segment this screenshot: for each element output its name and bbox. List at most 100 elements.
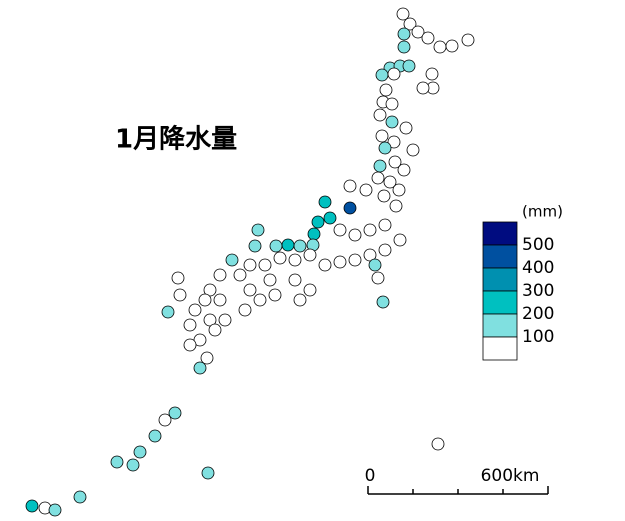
station xyxy=(359,183,373,197)
station xyxy=(378,218,392,232)
station xyxy=(208,323,222,337)
station xyxy=(333,223,347,237)
station xyxy=(318,195,332,209)
station xyxy=(397,163,411,177)
station xyxy=(348,228,362,242)
station xyxy=(373,159,387,173)
station xyxy=(368,258,382,272)
map-title: 1月降水量 xyxy=(115,125,237,155)
station xyxy=(411,25,425,39)
station xyxy=(397,27,411,41)
station xyxy=(377,189,391,203)
station xyxy=(376,295,390,309)
station xyxy=(73,490,87,504)
legend-label: 200 xyxy=(522,304,554,324)
station xyxy=(171,271,185,285)
station xyxy=(233,268,247,282)
station xyxy=(375,68,389,82)
station xyxy=(213,268,227,282)
station xyxy=(183,338,197,352)
legend-swatch xyxy=(482,244,518,269)
legend-swatch xyxy=(482,336,518,361)
station xyxy=(110,455,124,469)
station xyxy=(173,288,187,302)
station xyxy=(461,33,475,47)
station xyxy=(333,255,347,269)
station xyxy=(269,239,283,253)
station xyxy=(403,17,417,31)
station xyxy=(396,7,410,21)
legend-swatch xyxy=(482,221,518,246)
station xyxy=(416,81,430,95)
station xyxy=(158,413,172,427)
stations xyxy=(25,7,475,517)
legend-swatch xyxy=(482,267,518,292)
station xyxy=(343,179,357,193)
legend-unit: (mm) xyxy=(522,203,563,221)
station xyxy=(253,293,267,307)
station xyxy=(258,258,272,272)
scale-end: 600km xyxy=(481,466,540,486)
legend-label: 400 xyxy=(522,258,554,278)
station xyxy=(399,121,413,135)
station xyxy=(397,40,411,54)
station xyxy=(238,303,252,317)
legend-swatch xyxy=(482,290,518,315)
station xyxy=(392,183,406,197)
station xyxy=(293,239,307,253)
station xyxy=(433,40,447,54)
station xyxy=(161,305,175,319)
station xyxy=(198,293,212,307)
station xyxy=(218,313,232,327)
station xyxy=(385,97,399,111)
station xyxy=(293,293,307,307)
station xyxy=(126,458,140,472)
station xyxy=(201,466,215,480)
station xyxy=(200,351,214,365)
station xyxy=(25,499,39,513)
station xyxy=(148,429,162,443)
station xyxy=(387,135,401,149)
station xyxy=(378,243,392,257)
station xyxy=(243,258,257,272)
station xyxy=(388,155,402,169)
station xyxy=(203,313,217,327)
legend: 500 400 300 200 100 xyxy=(482,221,554,361)
station xyxy=(363,248,377,262)
station xyxy=(307,227,321,241)
legend-swatch xyxy=(482,313,518,338)
station xyxy=(183,318,197,332)
station xyxy=(188,303,202,317)
station xyxy=(193,361,207,375)
station xyxy=(393,233,407,247)
station xyxy=(263,273,277,287)
scale-bar xyxy=(367,486,549,495)
station xyxy=(243,283,257,297)
station xyxy=(445,39,459,53)
legend-label: 500 xyxy=(522,235,554,255)
station xyxy=(402,59,416,73)
station xyxy=(193,333,207,347)
station xyxy=(288,273,302,287)
scale-start: 0 xyxy=(365,466,376,486)
station xyxy=(378,141,392,155)
station xyxy=(383,175,397,189)
station xyxy=(273,251,287,265)
station xyxy=(387,67,401,81)
station xyxy=(133,445,147,459)
station xyxy=(379,83,393,97)
station xyxy=(318,258,332,272)
station xyxy=(225,253,239,267)
station xyxy=(168,406,182,420)
station xyxy=(343,201,357,215)
station xyxy=(268,288,282,302)
station xyxy=(348,253,362,267)
station xyxy=(251,223,265,237)
station xyxy=(389,199,403,213)
station xyxy=(373,108,387,122)
station xyxy=(421,31,435,45)
station xyxy=(248,239,262,253)
station xyxy=(371,171,385,185)
station xyxy=(371,271,385,285)
